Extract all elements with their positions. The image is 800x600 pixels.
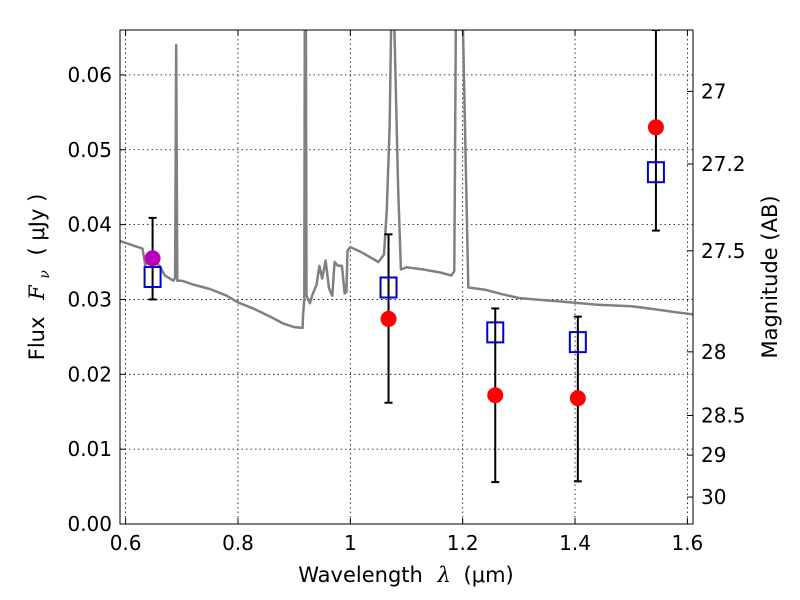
y-tick-label: 0.04 [67,213,112,237]
x-axis-label-prefix: Wavelength [298,563,423,587]
observed-point [569,390,586,407]
x-axis-label-symbol: λ [437,563,451,587]
model-square [646,161,665,184]
x-axis-label: Wavelength λ (μm) [298,563,513,587]
model-square [568,331,587,354]
y-axis-label: Flux F ν ( μJy ) [25,194,54,361]
x-tick-label: 1.4 [559,531,591,555]
x-tick-label: 0.6 [110,531,142,555]
x-tick-label: 0.8 [222,531,254,555]
observed-point [647,119,664,136]
model-square [486,321,505,344]
y-tick-label: 0.00 [67,512,112,536]
x-tick-label: 1 [344,531,357,555]
y2-tick-label: 28.5 [701,403,746,427]
y2-axis-label: Magnitude (AB) [758,195,782,358]
y-tick-label: 0.03 [67,287,112,311]
axes-layer: 0.6 0.8 1 1.2 1.4 1.6 0.00 0.01 0.02 0.03 0.04 0.05… [67,30,746,555]
y-axis-label-subscript: ν [37,270,53,279]
y-axis-label-symbol: F [25,284,49,301]
model-square [379,276,398,299]
y2-tick-label: 29 [701,443,726,467]
y-axis-label-unit: ( μJy ) [25,194,49,256]
y2-tick-label: 28 [701,340,726,364]
y-tick-label: 0.02 [67,362,112,386]
observed-point [380,310,397,327]
x-tick-label: 1.6 [671,531,703,555]
observed-point [487,387,504,404]
spectrum-line [120,30,693,330]
x-tick-label: 1.2 [447,531,479,555]
y-tick-label: 0.01 [67,437,112,461]
y2-tick-label: 30 [701,485,726,509]
y-tick-label: 0.05 [67,138,112,162]
model-square [143,266,162,288]
x-axis-label-unit: (μm) [464,563,514,587]
plot-frame [119,29,694,525]
plot-area [120,30,693,484]
y2-tick-label: 27.2 [701,152,746,176]
y2-tick-label: 27.5 [701,239,746,263]
observed-point [144,250,161,267]
y2-tick-label: 27 [701,79,726,103]
y-tick-label: 0.06 [67,63,112,87]
series-layer [120,30,693,484]
y-axis-label-prefix: Flux [25,317,49,361]
